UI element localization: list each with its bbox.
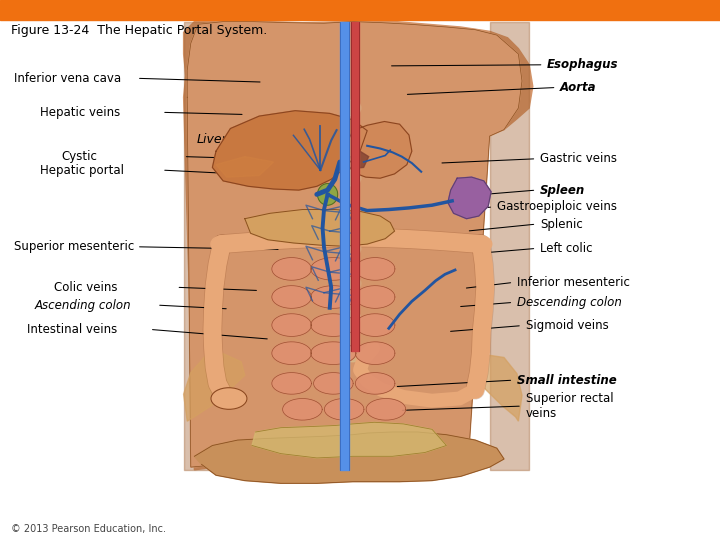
Polygon shape [194,432,504,483]
Text: Superior mesenteric: Superior mesenteric [14,240,135,253]
Text: Splenic: Splenic [540,218,582,231]
Text: Hepatic veins: Hepatic veins [40,106,120,119]
Polygon shape [272,258,312,280]
Polygon shape [311,342,356,364]
Polygon shape [184,19,533,471]
Text: Intestinal veins: Intestinal veins [27,323,117,336]
Polygon shape [212,111,367,190]
Text: Cystic: Cystic [61,150,97,163]
Ellipse shape [345,275,361,292]
Text: Superior rectal
veins: Superior rectal veins [526,392,613,420]
Polygon shape [351,151,369,168]
Text: Hepatic portal: Hepatic portal [40,164,124,177]
Text: Inferior mesenteric: Inferior mesenteric [517,276,630,289]
Polygon shape [344,122,412,178]
Polygon shape [311,286,356,308]
Polygon shape [272,342,312,364]
Polygon shape [366,399,406,420]
Polygon shape [245,210,395,246]
Polygon shape [356,286,395,308]
Text: © 2013 Pearson Education, Inc.: © 2013 Pearson Education, Inc. [11,523,166,534]
Ellipse shape [345,100,361,116]
Text: Gastroepiploic veins: Gastroepiploic veins [497,200,617,213]
Bar [0,0,720,20]
Text: Figure 13-24  The Hepatic Portal System.: Figure 13-24 The Hepatic Portal System. [11,24,267,37]
Ellipse shape [345,240,361,256]
Ellipse shape [211,388,247,409]
Ellipse shape [345,310,361,327]
Polygon shape [356,258,395,280]
Polygon shape [356,373,395,394]
Text: Gastric veins: Gastric veins [540,152,617,165]
Text: Left colic: Left colic [540,242,593,255]
Bar [340,22,349,470]
Text: Sigmoid veins: Sigmoid veins [526,319,608,332]
Polygon shape [356,314,395,336]
Bar [351,22,359,351]
Polygon shape [474,355,522,421]
Polygon shape [216,157,274,177]
Text: Inferior vena cava: Inferior vena cava [14,72,122,85]
Text: Small intestine: Small intestine [517,374,617,387]
Ellipse shape [318,184,338,205]
Polygon shape [187,22,522,471]
Polygon shape [252,422,446,458]
Polygon shape [272,314,312,336]
Polygon shape [283,399,323,420]
Text: Stomach: Stomach [349,146,411,159]
Polygon shape [311,258,356,280]
Text: Colic veins: Colic veins [54,281,117,294]
Text: Spleen: Spleen [540,184,585,197]
Text: Esophagus: Esophagus [547,58,618,71]
Polygon shape [272,286,312,308]
Text: Aorta: Aorta [560,81,597,94]
Ellipse shape [211,236,233,252]
Polygon shape [314,373,354,394]
Polygon shape [272,373,312,394]
Polygon shape [184,354,245,421]
Text: Ascending colon: Ascending colon [35,299,131,312]
Ellipse shape [345,170,361,186]
Polygon shape [311,314,356,336]
Ellipse shape [345,205,361,221]
Ellipse shape [470,236,492,252]
Text: Descending colon: Descending colon [517,296,622,309]
Text: Pancreas: Pancreas [287,225,346,238]
Text: Liver: Liver [197,133,228,146]
Ellipse shape [345,135,361,151]
Polygon shape [325,399,364,420]
Polygon shape [356,342,395,364]
Ellipse shape [345,346,361,362]
Polygon shape [448,177,491,219]
